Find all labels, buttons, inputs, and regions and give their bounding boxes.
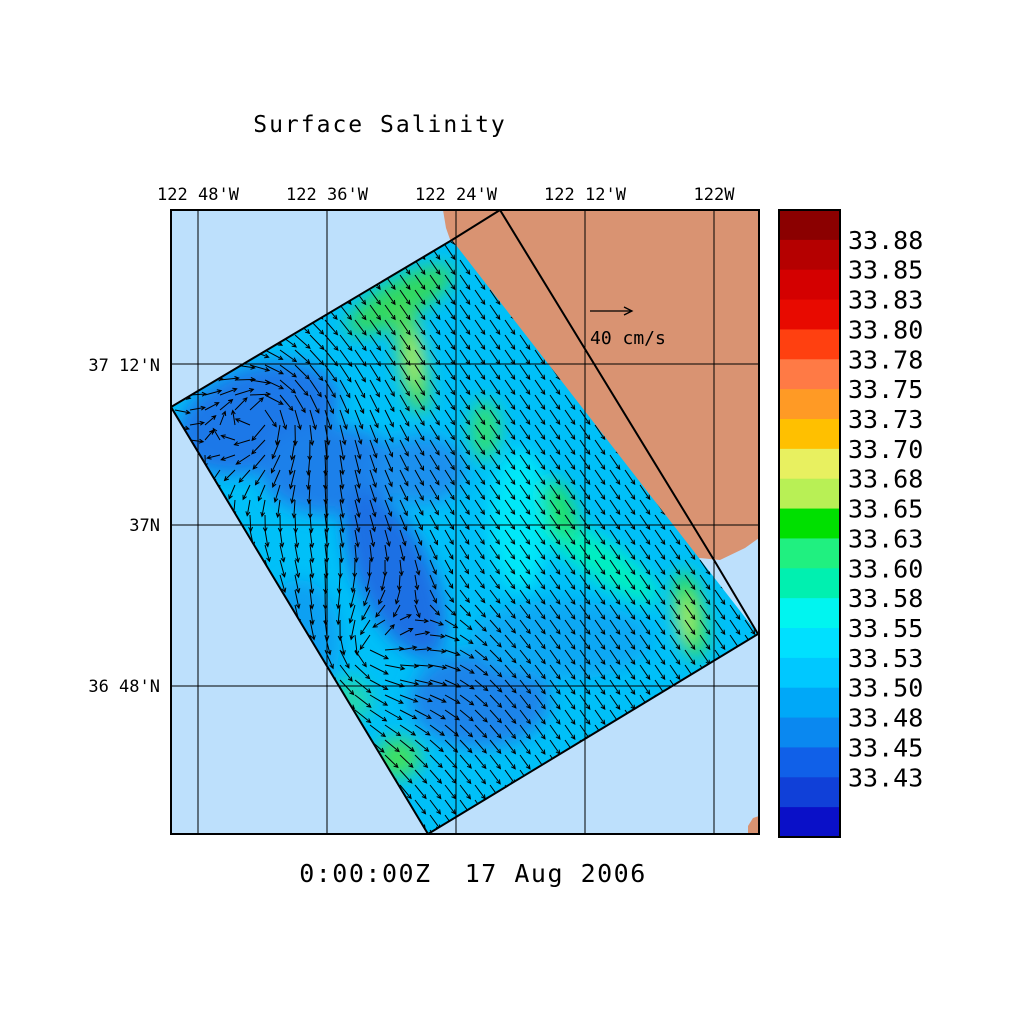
colorbar-swatch	[779, 568, 840, 599]
lon-label-3: 122 24'W	[415, 185, 498, 205]
lon-label-1: 122 48'W	[157, 185, 240, 205]
longitude-labels: 122 48'W 122 36'W 122 24'W 122 12'W 122W	[157, 185, 735, 205]
colorbar-tick-label: 33.45	[848, 733, 923, 762]
colorbar-tick-label: 33.68	[848, 465, 923, 494]
colorbar-swatch	[779, 628, 840, 659]
colorbar-tick-label: 33.48	[848, 704, 923, 733]
colorbar-swatch	[779, 717, 840, 748]
colorbar-swatch	[779, 448, 840, 480]
colorbar-tick-label: 33.65	[848, 495, 923, 524]
colorbar-tick-label: 33.60	[848, 554, 923, 583]
colorbar-tick-label: 33.85	[848, 256, 923, 285]
colorbar-swatch	[779, 777, 840, 808]
colorbar-tick-label: 33.83	[848, 286, 923, 315]
colorbar-swatch	[779, 747, 840, 778]
colorbar-swatch	[779, 687, 840, 719]
colorbar-tick-label: 33.63	[848, 524, 923, 553]
colorbar-swatch	[779, 598, 840, 629]
colorbar-swatch	[779, 329, 840, 360]
lon-label-2: 122 36'W	[286, 185, 369, 205]
colorbar-swatch	[779, 508, 840, 539]
reference-vector: 40 cm/s	[590, 306, 666, 349]
colorbar-swatch	[779, 389, 840, 420]
colorbar-tick-label: 33.88	[848, 226, 923, 255]
map-area	[171, 210, 759, 834]
colorbar-swatch	[779, 239, 840, 271]
colorbar-tick-label: 33.70	[848, 435, 923, 464]
colorbar-swatch	[779, 538, 840, 569]
colorbar-swatch	[779, 807, 840, 838]
colorbar-tick-label: 33.43	[848, 763, 923, 792]
colorbar-tick-label: 33.75	[848, 375, 923, 404]
lon-label-5: 122W	[694, 185, 736, 205]
colorbar-tick-label: 33.73	[848, 405, 923, 434]
colorbar-frame	[778, 209, 841, 838]
latitude-labels: 37 12'N 37N 36 48'N	[88, 356, 160, 697]
graticule	[171, 210, 759, 834]
colorbar-swatch	[779, 657, 840, 689]
colorbar-swatch	[779, 478, 840, 510]
lon-label-4: 122 12'W	[544, 185, 627, 205]
lat-label-2: 37N	[129, 516, 160, 536]
lat-label-1: 37 12'N	[88, 356, 160, 376]
reference-vector-label: 40 cm/s	[590, 328, 666, 349]
colorbar-swatch	[779, 210, 840, 241]
colorbar-swatch	[779, 299, 840, 330]
colorbar-swatch	[779, 359, 840, 390]
colorbar-tick-label: 33.53	[848, 644, 923, 673]
colorbar: 33.8833.8533.8333.8033.7833.7533.7333.70…	[778, 209, 923, 838]
colorbar-tick-label: 33.58	[848, 584, 923, 613]
chart-title: Surface Salinity	[253, 112, 507, 138]
small-islet	[748, 816, 759, 834]
timestamp-label: 0:00:00Z 17 Aug 2006	[299, 859, 647, 888]
colorbar-tick-label: 33.80	[848, 315, 923, 344]
colorbar-swatch	[779, 269, 840, 301]
colorbar-tick-label: 33.50	[848, 674, 923, 703]
lat-label-3: 36 48'N	[88, 677, 160, 697]
colorbar-swatch	[779, 419, 840, 450]
land-mass	[443, 210, 759, 568]
colorbar-tick-label: 33.78	[848, 345, 923, 374]
colorbar-tick-label: 33.55	[848, 614, 923, 643]
map-frame	[170, 209, 760, 835]
